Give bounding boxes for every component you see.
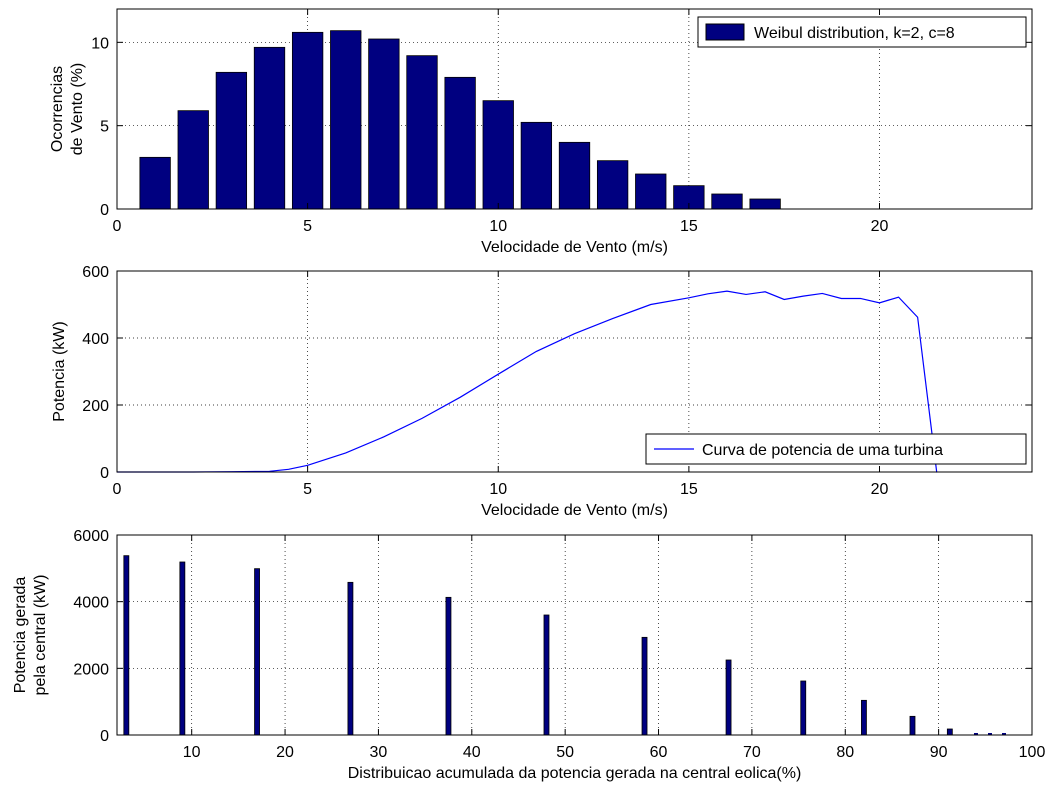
x-tick-label: 40 <box>463 744 481 761</box>
bar <box>445 596 452 736</box>
axes-frame <box>116 270 1033 473</box>
weibull-distribution-panel: 0 5 10 15 20 0 5 10 Velocidade de Vento (m/s) Oco… <box>49 8 1033 256</box>
bar <box>139 156 171 210</box>
x-tick-label: 50 <box>556 744 574 761</box>
x-tick-label: 5 <box>303 481 312 498</box>
bar <box>406 55 438 210</box>
x-tick-label: 70 <box>743 744 761 761</box>
x-tick-label: 0 <box>113 481 122 498</box>
bar <box>253 46 286 210</box>
x-tick-label: 20 <box>871 481 889 498</box>
legend-label: Weibul distribution, k=2, c=8 <box>754 25 955 42</box>
x-tick-label: 10 <box>489 481 507 498</box>
legend-box <box>697 16 1027 48</box>
y-tick-label: 10 <box>91 35 109 52</box>
cumulative-power-panel: 10 20 30 40 50 60 70 80 90 100 0 2000 4000 6000 Distri… <box>12 528 1045 782</box>
x-tick-label: 30 <box>370 744 388 761</box>
axes-frame <box>116 8 1033 210</box>
bar <box>800 680 807 736</box>
legend-box <box>645 433 1027 465</box>
bar <box>635 173 667 210</box>
x-tick-label: 90 <box>930 744 948 761</box>
x-tick-label: 0 <box>113 218 122 235</box>
bar <box>254 568 260 736</box>
bar <box>543 614 550 736</box>
legend-swatch <box>705 23 745 41</box>
series-line <box>117 290 938 473</box>
x-tick-label: 15 <box>680 481 698 498</box>
bar <box>368 38 400 210</box>
bar <box>749 198 781 210</box>
bar <box>444 76 476 210</box>
bar <box>711 193 743 210</box>
y-tick-label: 6000 <box>73 528 109 545</box>
bar <box>123 555 130 736</box>
bar <box>596 160 629 210</box>
x-tick-label: 10 <box>183 744 201 761</box>
plot-area <box>117 535 1032 735</box>
bar <box>330 30 362 210</box>
x-tick-label: 100 <box>1019 744 1046 761</box>
legend: Curva de potencia de uma turbina <box>645 433 1027 465</box>
bar <box>179 561 186 736</box>
y-tick-label: 0 <box>100 728 109 745</box>
x-tick-label: 15 <box>680 218 698 235</box>
x-axis-label: Velocidade de Vento (m/s) <box>481 502 668 519</box>
bar <box>215 71 248 210</box>
bar <box>177 110 209 210</box>
bar <box>909 715 916 736</box>
bar <box>725 659 732 736</box>
bar <box>520 121 553 210</box>
y-tick-label: 400 <box>82 331 109 348</box>
legend-label: Curva de potencia de uma turbina <box>702 442 943 459</box>
bar <box>641 636 648 736</box>
x-tick-label: 5 <box>303 218 312 235</box>
y-axis-label-line: de Vento (%) <box>69 63 86 156</box>
x-tick-label: 80 <box>836 744 854 761</box>
y-axis-label-line: Ocorrencias <box>49 66 66 152</box>
y-tick-label: 200 <box>82 398 109 415</box>
legend: Weibul distribution, k=2, c=8 <box>697 16 1027 48</box>
bar <box>482 100 514 210</box>
y-tick-label: 5 <box>100 119 109 136</box>
y-tick-label: 0 <box>100 465 109 482</box>
y-axis-label-line: pela central (kW) <box>32 575 49 696</box>
x-tick-label: 20 <box>276 744 294 761</box>
y-tick-label: 2000 <box>73 661 109 678</box>
bar <box>861 699 867 736</box>
y-axis-label-line: Potencia gerada <box>12 577 29 694</box>
y-tick-label: 4000 <box>73 595 109 612</box>
y-tick-label: 600 <box>82 264 109 281</box>
bar <box>558 141 591 210</box>
axes-frame <box>116 534 1033 736</box>
y-tick-label: 0 <box>100 202 109 219</box>
x-axis-label: Velocidade de Vento (m/s) <box>481 239 668 256</box>
bar <box>347 581 354 736</box>
y-axis-label: Potencia (kW) <box>51 321 68 421</box>
bar <box>291 31 324 210</box>
x-tick-label: 20 <box>871 218 889 235</box>
x-tick-label: 60 <box>650 744 668 761</box>
x-axis-label: Distribuicao acumulada da potencia gerad… <box>348 765 802 782</box>
x-tick-label: 10 <box>489 218 507 235</box>
bar <box>946 728 953 736</box>
